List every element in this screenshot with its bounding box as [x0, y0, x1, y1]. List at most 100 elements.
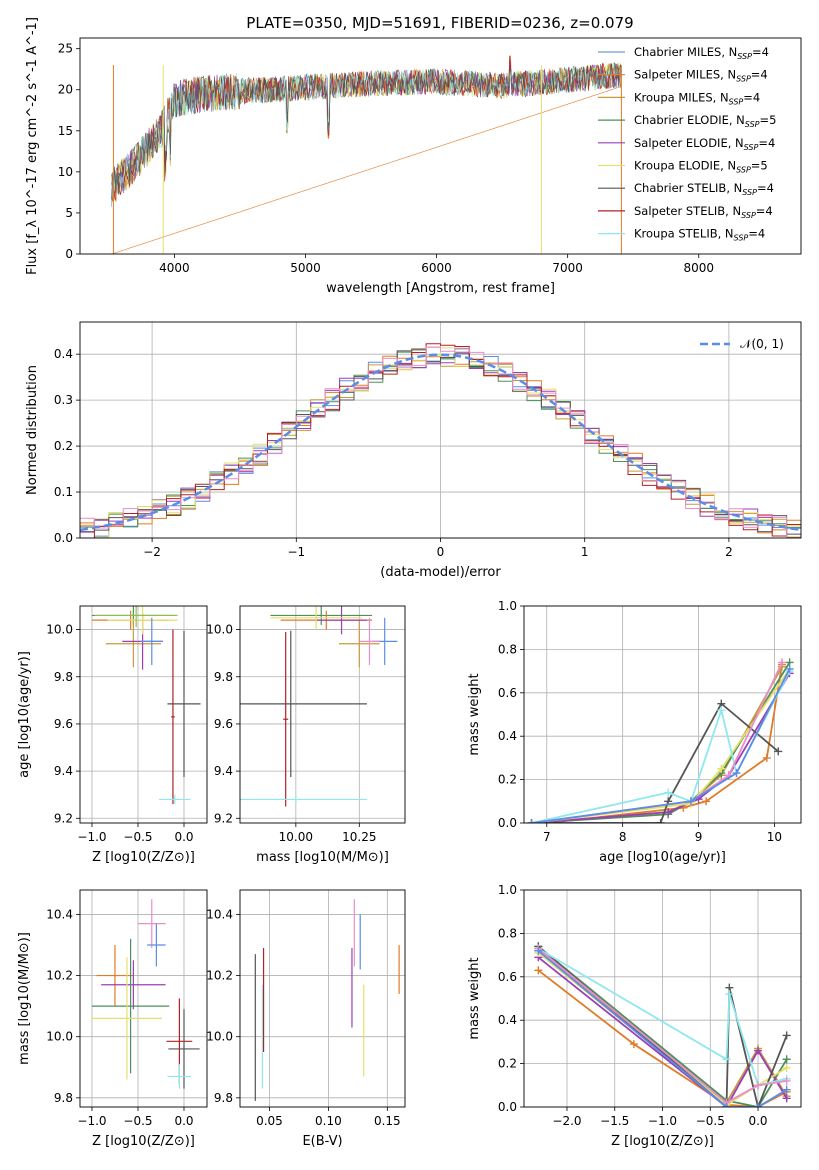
x-tick-label: 0: [437, 545, 445, 559]
x-tick-label: 5000: [290, 261, 321, 275]
y-tick-label: 0.1: [54, 485, 73, 499]
y-tick-label: 10.4: [46, 907, 73, 921]
y-tick-label: 15: [58, 124, 73, 138]
y-tick-label: 0.2: [498, 773, 517, 787]
plots: 4000 5000 6000 7000 80000510152025wavelength…: [17, 17, 802, 1149]
y-tick-label: 0: [65, 247, 73, 261]
y-tick-label: 0.3: [54, 393, 73, 407]
x-tick-label: 10.00: [279, 830, 313, 844]
y-tick-label: 25: [58, 42, 73, 56]
y-tick-label: 10.2: [206, 969, 233, 983]
axes-frame: [79, 889, 208, 1108]
panel-mass-weight-vs-age: 7 8 9 10 0.0 0.2 0.4 0.6 0.8 1.0 age [log10(age/yr…: [467, 599, 802, 865]
x-axis-label: (data-model)/error: [380, 565, 501, 580]
weight-series-line: [531, 668, 791, 823]
y-tick-label: 10.2: [46, 969, 73, 983]
weight-marker: [656, 819, 665, 823]
x-axis-label: Z [log10(Z/Z⊙)]: [611, 1134, 714, 1149]
weight-marker: [717, 764, 726, 773]
y-tick-label: 9.8: [214, 1091, 233, 1105]
y-tick-label: 9.2: [54, 811, 73, 825]
weight-marker: [686, 797, 695, 806]
plot-area: [254, 899, 400, 1101]
x-tick-label: −0.5: [696, 1114, 725, 1128]
axes-frame: [79, 321, 802, 539]
x-tick-label: −1.5: [600, 1114, 629, 1128]
y-tick-label: 1.0: [498, 599, 517, 613]
histogram-step: [80, 351, 801, 538]
weight-marker: [664, 788, 673, 797]
x-tick-label: 1: [581, 545, 589, 559]
y-axis-label: age [log10(age/yr)]: [17, 651, 32, 778]
x-axis-label: E(B-V): [302, 1134, 342, 1149]
weight-marker: [717, 706, 726, 715]
panel-residuals: −2 −1 0 1 2 0.0 0.1 0.2 0.3 0.4 (data-model)/error…: [25, 321, 802, 580]
axes-frame: [239, 889, 406, 1108]
panel-age-vs-Z: −1.0 −0.5 0.0 9.2 9.4 9.6 9.8 10.0 Z [log10(Z/Z⊙…: [17, 605, 208, 865]
weight-marker: [527, 819, 536, 823]
weight-marker: [629, 1040, 638, 1049]
y-tick-label: 0.6: [498, 686, 517, 700]
plot-area: [111, 55, 622, 254]
x-axis-label: mass [log10(M/M⊙)]: [256, 850, 389, 865]
x-tick-label: 0.05: [256, 1114, 283, 1128]
y-tick-label: 0.4: [498, 729, 517, 743]
y-axis-label: Normed distribution: [25, 365, 40, 495]
plot-area: [534, 942, 791, 1107]
y-tick-label: 10.0: [46, 1030, 73, 1044]
spectrum-legend: Chabrier MILES, NSSP=4 Salpeter MILES, NS…: [598, 45, 776, 243]
weight-series-line: [531, 662, 783, 823]
legend-entry: Kroupa MILES, NSSP=4: [634, 90, 760, 106]
weight-series-line: [531, 664, 783, 823]
x-tick-label: 6000: [421, 261, 452, 275]
weight-marker: [732, 769, 741, 778]
histogram-step: [93, 343, 801, 538]
axes-frame: [523, 605, 802, 824]
weight-marker: [722, 1055, 731, 1064]
x-tick-label: 0.0: [748, 1114, 767, 1128]
spectrum-line: [111, 61, 622, 198]
panel-mass-vs-EBV: 0.05 0.10 0.15 9.8 10.0 10.2 10.4 E(B-V): [206, 889, 406, 1149]
histogram-step: [80, 349, 801, 535]
x-tick-label: −0.5: [123, 830, 152, 844]
weight-marker: [664, 808, 673, 817]
x-tick-label: −2.0: [552, 1114, 581, 1128]
legend-entry: Salpeter ELODIE, NSSP=4: [634, 136, 775, 152]
weight-marker: [774, 747, 783, 756]
spectrum-line: [111, 63, 622, 200]
panel-mass-vs-Z: −1.0 −0.5 0.0 9.8 10.0 10.2 10.4 Z [log10(Z/Z⊙)…: [17, 889, 208, 1149]
x-tick-label: 0.10: [315, 1114, 342, 1128]
x-tick-label: −1.0: [77, 1114, 106, 1128]
weight-marker: [702, 797, 711, 806]
weight-marker: [754, 1081, 763, 1090]
weight-marker: [785, 664, 794, 673]
x-tick-label: 4000: [159, 261, 190, 275]
legend-entry: Salpeter MILES, NSSP=4: [634, 68, 768, 84]
x-axis-label: wavelength [Angstrom, rest frame]: [326, 281, 555, 296]
legend-entry: Chabrier ELODIE, NSSP=5: [634, 113, 776, 129]
y-tick-label: 10.0: [206, 1030, 233, 1044]
y-tick-label: 0.8: [498, 642, 517, 656]
plot-area: [80, 343, 801, 538]
y-axis-label: Flux [f_λ 10^-17 erg cm^-2 s^-1 A^-1]: [25, 17, 40, 275]
weight-series-line: [537, 956, 788, 1107]
weight-marker: [782, 1063, 791, 1072]
x-tick-label: 10.25: [342, 830, 376, 844]
x-tick-label: 2: [725, 545, 733, 559]
legend-entry: Salpeter STELIB, NSSP=4: [634, 204, 773, 220]
normal-curve: [80, 353, 801, 532]
y-tick-label: 9.8: [54, 1091, 73, 1105]
x-tick-label: −0.5: [123, 1114, 152, 1128]
y-tick-label: 10.4: [206, 907, 233, 921]
weight-series-line: [531, 670, 791, 823]
y-tick-label: 10: [58, 165, 73, 179]
y-tick-label: 9.8: [214, 670, 233, 684]
legend-entry: Chabrier STELIB, NSSP=4: [634, 181, 774, 197]
x-axis-label: Z [log10(Z/Z⊙)]: [92, 1134, 195, 1149]
y-tick-label: 9.4: [54, 764, 73, 778]
weight-series-line: [531, 666, 783, 823]
x-tick-label: −1: [287, 545, 305, 559]
x-tick-label: 0.0: [174, 1114, 193, 1128]
axes-frame: [79, 37, 802, 255]
